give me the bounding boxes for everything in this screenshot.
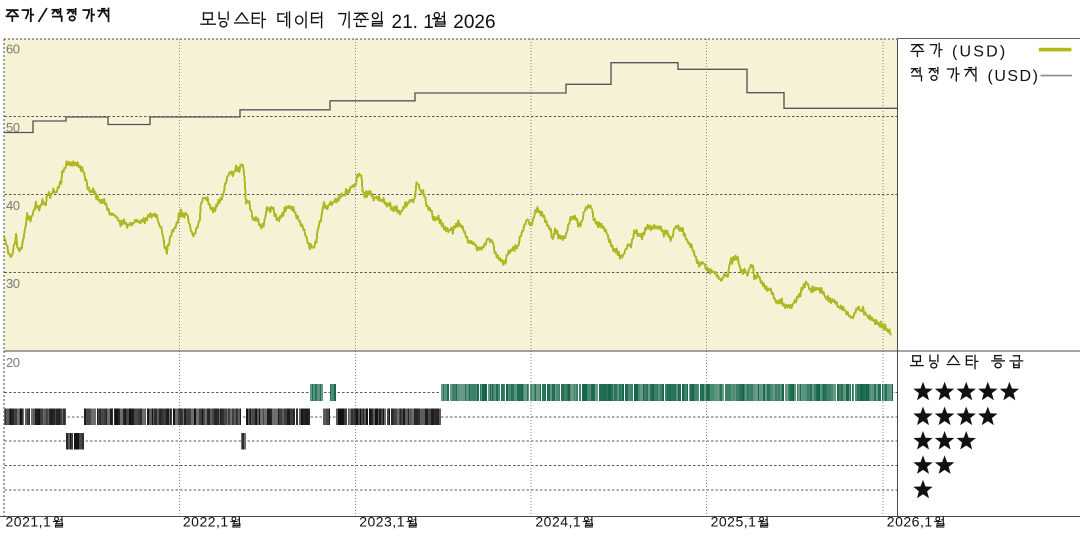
svg-text:60: 60: [6, 42, 20, 57]
svg-text:2021,1: 2021,1: [6, 514, 52, 530]
svg-text:1: 1: [423, 12, 434, 33]
svg-text:50: 50: [6, 120, 20, 135]
svg-text:(USD): (USD): [952, 44, 1007, 61]
svg-text:40: 40: [6, 198, 20, 213]
svg-text:2023,1: 2023,1: [359, 514, 405, 530]
svg-text:2026: 2026: [453, 12, 495, 33]
svg-text:2025,1: 2025,1: [711, 514, 757, 530]
svg-text:2022,1: 2022,1: [183, 514, 229, 530]
svg-text:20: 20: [6, 355, 20, 370]
svg-text:(USD): (USD): [988, 68, 1040, 85]
svg-text:30: 30: [6, 276, 20, 291]
svg-text:21.: 21.: [392, 12, 418, 33]
svg-text:2026,1: 2026,1: [887, 514, 933, 530]
svg-text:2024,1: 2024,1: [535, 514, 581, 530]
